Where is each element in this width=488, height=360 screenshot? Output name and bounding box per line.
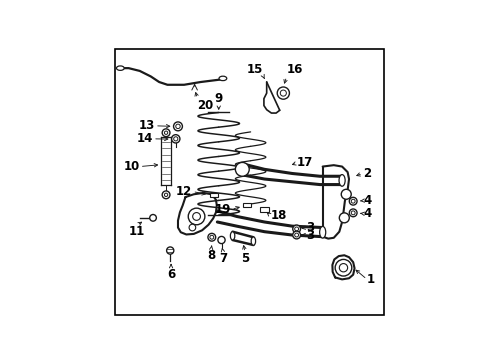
Text: 3: 3: [305, 229, 313, 242]
Text: 16: 16: [286, 63, 303, 76]
Bar: [209, 193, 218, 197]
Text: 13: 13: [139, 119, 155, 132]
Circle shape: [292, 231, 300, 239]
Ellipse shape: [116, 66, 124, 70]
Circle shape: [162, 129, 170, 136]
Text: 8: 8: [207, 249, 215, 262]
Text: 5: 5: [241, 252, 249, 265]
Circle shape: [348, 209, 356, 217]
Text: 1: 1: [366, 273, 374, 286]
Circle shape: [292, 225, 300, 233]
Text: 12: 12: [176, 185, 192, 198]
Text: 15: 15: [246, 63, 263, 76]
Circle shape: [189, 224, 195, 231]
Bar: [260, 207, 268, 212]
Circle shape: [207, 233, 215, 241]
Text: 4: 4: [363, 207, 371, 220]
Text: 7: 7: [219, 252, 226, 265]
Circle shape: [348, 197, 356, 205]
Circle shape: [341, 189, 350, 199]
Text: 4: 4: [363, 194, 371, 207]
Bar: [243, 203, 250, 207]
Ellipse shape: [251, 237, 255, 245]
Circle shape: [164, 131, 167, 134]
Circle shape: [294, 233, 298, 237]
Circle shape: [294, 227, 298, 231]
Ellipse shape: [319, 226, 325, 238]
Circle shape: [209, 235, 213, 239]
Ellipse shape: [239, 163, 245, 176]
Text: 6: 6: [166, 268, 175, 281]
Circle shape: [350, 199, 354, 203]
Circle shape: [175, 124, 180, 129]
Ellipse shape: [338, 175, 345, 186]
Circle shape: [166, 247, 173, 254]
Circle shape: [171, 135, 180, 143]
Text: 14: 14: [136, 132, 153, 145]
Text: 19: 19: [214, 203, 231, 216]
Text: 17: 17: [297, 157, 313, 170]
Text: 10: 10: [123, 160, 140, 173]
Circle shape: [192, 212, 200, 220]
Text: 9: 9: [214, 92, 223, 105]
Text: 20: 20: [197, 99, 213, 112]
Text: 3: 3: [305, 221, 313, 234]
Circle shape: [173, 137, 178, 141]
Circle shape: [277, 87, 289, 99]
Text: 2: 2: [362, 167, 370, 180]
Text: 11: 11: [128, 225, 145, 238]
Circle shape: [350, 211, 354, 215]
Circle shape: [280, 90, 286, 96]
Text: 18: 18: [270, 209, 286, 222]
Ellipse shape: [230, 232, 234, 240]
Ellipse shape: [219, 76, 226, 81]
Circle shape: [164, 193, 167, 197]
Circle shape: [334, 260, 351, 276]
Circle shape: [188, 208, 204, 225]
Circle shape: [339, 213, 348, 223]
Circle shape: [162, 191, 170, 199]
Circle shape: [149, 215, 156, 221]
Circle shape: [218, 237, 224, 244]
Circle shape: [235, 162, 249, 176]
Circle shape: [173, 122, 182, 131]
Circle shape: [339, 264, 347, 272]
